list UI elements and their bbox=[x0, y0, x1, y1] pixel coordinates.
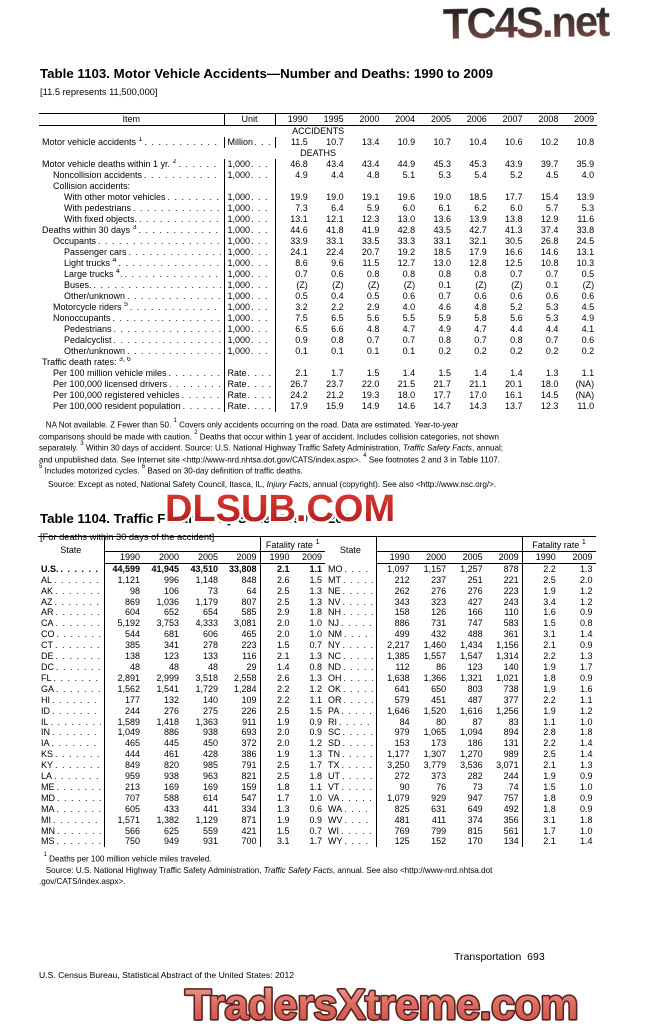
svg-text:TC4S.net: TC4S.net bbox=[443, 0, 611, 48]
svg-text:TradersXtreme.com: TradersXtreme.com bbox=[185, 983, 578, 1024]
svg-text:DLSUB.COM: DLSUB.COM bbox=[165, 488, 395, 530]
